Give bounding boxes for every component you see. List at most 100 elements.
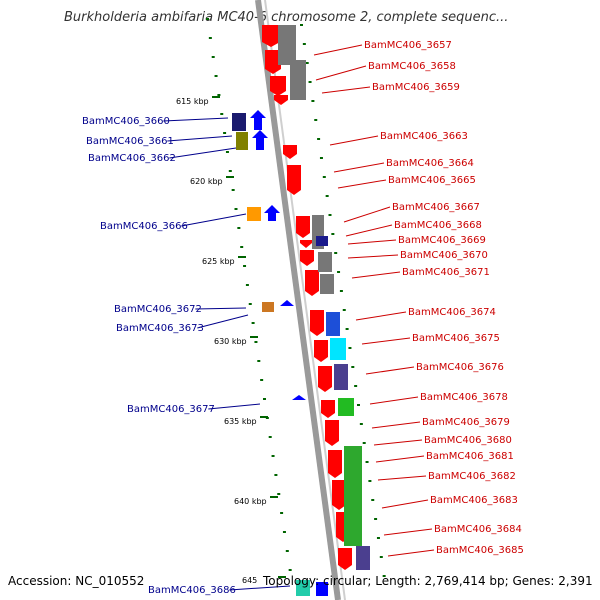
leader-line	[365, 366, 415, 375]
gene-label-right: BamMC406_3681	[426, 451, 514, 462]
leader-line	[343, 206, 391, 223]
gene-label-left: BamMC406_3662	[88, 153, 176, 164]
leader-line	[197, 314, 249, 329]
gene-arrow-forward	[296, 216, 310, 238]
gene-arrow-reverse	[280, 300, 294, 306]
gene-block-grey	[278, 25, 296, 65]
kbp-ticks: 615 kbp 620 kbp 625 kbp 630 kbp 635 kbp 640 k…	[176, 96, 286, 585]
kbp-tick-label: 615 kbp	[176, 97, 209, 106]
leader-line	[377, 475, 427, 481]
gene-block-teal	[296, 580, 310, 596]
gene-label-right: BamMC406_3664	[386, 158, 474, 169]
gene-label-right: BamMC406_3684	[434, 524, 522, 535]
kbp-tick-label: 645	[242, 576, 257, 585]
gene-block-blue	[316, 582, 328, 596]
kbp-tick-label: 630 kbp	[214, 337, 247, 346]
gene-label-right: BamMC406_3685	[436, 545, 524, 556]
leader-line	[195, 307, 247, 310]
gene-arrow-forward	[287, 165, 301, 195]
leader-line	[321, 86, 371, 94]
gene-arrow-forward	[310, 310, 324, 336]
gene-block-navy	[316, 236, 328, 246]
gene-arrow-reverse	[292, 395, 306, 400]
gene-label-right: BamMC406_3675	[412, 333, 500, 344]
leader-line	[373, 439, 423, 446]
guide-dots	[206, 18, 386, 577]
gene-arrow-forward	[270, 76, 286, 96]
gene-label-left: BamMC406_3661	[86, 136, 174, 147]
leader-line	[375, 455, 425, 463]
gene-arrow-forward	[325, 420, 339, 446]
gene-block-grey	[320, 274, 334, 294]
accession-label: Accession: NC_010552	[8, 574, 145, 588]
kbp-tick-label: 640 kbp	[234, 497, 267, 506]
gene-label-right: BamMC406_3667	[392, 202, 480, 213]
gene-arrow-forward	[262, 25, 280, 47]
gene-block-olive	[236, 132, 248, 150]
gene-label-right: BamMC406_3676	[416, 362, 504, 373]
leader-line	[383, 528, 433, 536]
leader-line	[347, 254, 399, 259]
gene-block-cyan	[330, 338, 346, 360]
leader-line	[361, 337, 411, 345]
gene-label-right: BamMC406_3680	[424, 435, 512, 446]
kbp-tick-label: 620 kbp	[190, 177, 223, 186]
gene-label-right: BamMC406_3678	[420, 392, 508, 403]
gene-label-left: BamMC406_3673	[116, 323, 204, 334]
leader-line	[387, 549, 435, 557]
gene-block-navy	[232, 113, 246, 131]
gene-labels-left: BamMC406_3660 BamMC406_3661 BamMC406_3662 B…	[82, 116, 236, 596]
gene-arrow-forward	[274, 95, 288, 105]
gene-block-green-long	[344, 446, 362, 546]
leader-line	[351, 271, 401, 279]
leader-line	[347, 239, 397, 245]
gene-arrow-forward	[321, 400, 335, 418]
leader-line	[355, 311, 407, 321]
leader-line	[169, 147, 237, 159]
gene-label-right: BamMC406_3657	[364, 40, 452, 51]
leader-line	[369, 396, 419, 405]
feature-track	[232, 25, 370, 596]
leader-line	[167, 135, 233, 142]
leader-line	[337, 179, 387, 189]
topology-label: Topology: circular; Length: 2,769,414 bp…	[263, 574, 593, 588]
kbp-tick-label: 635 kbp	[224, 417, 257, 426]
gene-block-purple	[334, 364, 348, 390]
gene-label-left: BamMC406_3660	[82, 116, 170, 127]
gene-label-left: BamMC406_3666	[100, 221, 188, 232]
leader-line	[381, 499, 429, 509]
leader-line	[315, 65, 367, 81]
gene-arrow-forward	[318, 366, 332, 392]
gene-label-right: BamMC406_3659	[372, 82, 460, 93]
leader-lines	[163, 44, 435, 591]
gene-labels-right: BamMC406_3657 BamMC406_3658 BamMC406_3659 B…	[364, 40, 524, 556]
gene-arrow-forward	[300, 250, 314, 266]
gene-label-right: BamMC406_3670	[400, 250, 488, 261]
gene-arrow-forward	[332, 480, 346, 510]
leader-line	[333, 162, 385, 173]
gene-block-orange	[247, 207, 261, 221]
gene-block-purple	[356, 546, 370, 570]
gene-label-right: BamMC406_3668	[394, 220, 482, 231]
kbp-tick-label: 625 kbp	[202, 257, 235, 266]
gene-arrow-forward	[300, 240, 312, 248]
gene-block-green	[338, 398, 354, 416]
leader-line	[345, 224, 393, 237]
gene-label-right: BamMC406_3683	[430, 495, 518, 506]
gene-label-right: BamMC406_3665	[388, 175, 476, 186]
gene-arrow-forward	[314, 340, 328, 362]
leader-line	[163, 117, 229, 122]
gene-block-blue	[326, 312, 340, 336]
gene-arrow-forward	[338, 548, 352, 570]
leader-line	[208, 403, 261, 410]
gene-label-right: BamMC406_3671	[402, 267, 490, 278]
gene-block-grey	[318, 252, 332, 272]
gene-arrow-reverse	[264, 205, 280, 221]
leader-line	[181, 213, 247, 227]
gene-arrow-reverse	[252, 130, 268, 150]
gene-label-left: BamMC406_3677	[127, 404, 215, 415]
gene-label-right: BamMC406_3679	[422, 417, 510, 428]
leader-line	[371, 421, 421, 429]
gene-label-left: BamMC406_3686	[148, 585, 236, 596]
